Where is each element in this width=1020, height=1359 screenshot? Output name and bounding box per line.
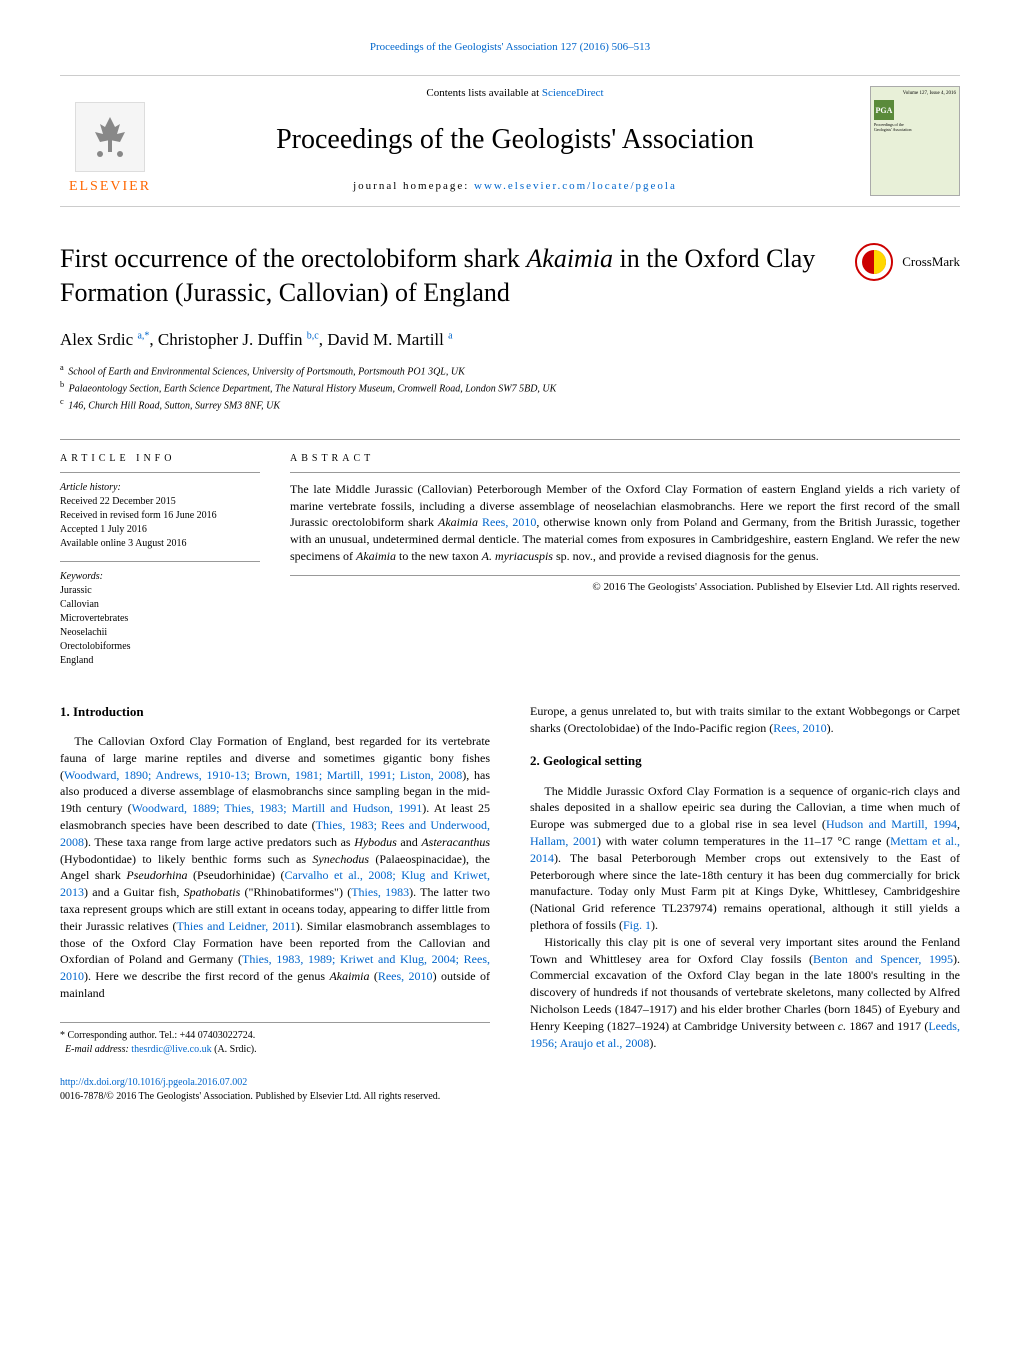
elsevier-tree-icon (75, 102, 145, 172)
issn-copyright: 0016-7878/© 2016 The Geologists' Associa… (60, 1091, 440, 1102)
elsevier-text: ELSEVIER (69, 177, 151, 197)
contents-prefix: Contents lists available at (426, 87, 541, 99)
abstract-label: ABSTRACT (290, 452, 960, 473)
affiliations: a School of Earth and Environmental Scie… (60, 362, 960, 414)
body-columns: 1. Introduction The Callovian Oxford Cla… (60, 703, 960, 1057)
article-info-label: ARTICLE INFO (60, 452, 260, 473)
article-title: First occurrence of the orectolobiform s… (60, 242, 834, 310)
title-row: First occurrence of the orectolobiform s… (60, 242, 960, 310)
history-revised: Received in revised form 16 June 2016 (60, 510, 217, 521)
keyword: England (60, 655, 93, 666)
homepage-prefix: journal homepage: (353, 180, 474, 192)
history-online: Available online 3 August 2016 (60, 538, 186, 549)
keyword: Microvertebrates (60, 613, 128, 624)
keyword: Orectolobiformes (60, 641, 131, 652)
keywords: Keywords: Jurassic Callovian Microverteb… (60, 570, 260, 668)
abstract-text: The late Middle Jurassic (Callovian) Pet… (290, 481, 960, 576)
info-abstract-row: ARTICLE INFO Article history: Received 2… (60, 439, 960, 668)
history-label: Article history: (60, 482, 121, 493)
crossmark-label: CrossMark (902, 253, 960, 271)
right-column: Europe, a genus unrelated to, but with t… (530, 703, 960, 1057)
sciencedirect-link[interactable]: ScienceDirect (542, 87, 604, 99)
section-heading-geology: 2. Geological setting (530, 752, 960, 770)
article-info: ARTICLE INFO Article history: Received 2… (60, 440, 260, 668)
abstract-copyright: © 2016 The Geologists' Association. Publ… (290, 580, 960, 595)
cover-title-2: Geologists' Association (874, 128, 956, 132)
homepage-link[interactable]: www.elsevier.com/locate/pgeola (474, 180, 677, 192)
geology-paragraph-2: Historically this clay pit is one of sev… (530, 934, 960, 1052)
corresponding-marker: * (60, 1030, 65, 1041)
journal-homepage: journal homepage: www.elsevier.com/locat… (180, 179, 850, 194)
intro-paragraph: The Callovian Oxford Clay Formation of E… (60, 733, 490, 1002)
cover-volume: Volume 127, Issue 4, 2016 (874, 90, 956, 97)
geology-paragraph-1: The Middle Jurassic Oxford Clay Formatio… (530, 783, 960, 934)
email-label: E-mail address: (65, 1044, 131, 1055)
top-citation: Proceedings of the Geologists' Associati… (60, 40, 960, 55)
article-history: Article history: Received 22 December 20… (60, 481, 260, 562)
crossmark-badge[interactable]: CrossMark (854, 242, 960, 282)
journal-header: ELSEVIER Contents lists available at Sci… (60, 75, 960, 207)
email-suffix: (A. Srdic). (212, 1044, 257, 1055)
corresponding-author: * Corresponding author. Tel.: +44 074030… (60, 1022, 490, 1057)
contents-line: Contents lists available at ScienceDirec… (180, 86, 850, 101)
left-column: 1. Introduction The Callovian Oxford Cla… (60, 703, 490, 1057)
intro-continuation: Europe, a genus unrelated to, but with t… (530, 703, 960, 737)
keyword: Neoselachii (60, 627, 107, 638)
corresponding-email[interactable]: thesrdic@live.co.uk (131, 1044, 211, 1055)
section-heading-intro: 1. Introduction (60, 703, 490, 721)
journal-cover-thumbnail[interactable]: Volume 127, Issue 4, 2016 PGA Proceeding… (870, 86, 960, 196)
footer-info: http://dx.doi.org/10.1016/j.pgeola.2016.… (60, 1072, 960, 1104)
keywords-label: Keywords: (60, 571, 103, 582)
journal-name: Proceedings of the Geologists' Associati… (180, 120, 850, 159)
elsevier-logo[interactable]: ELSEVIER (60, 86, 160, 196)
header-center: Contents lists available at ScienceDirec… (180, 86, 850, 194)
affiliation-a: a School of Earth and Environmental Scie… (60, 362, 960, 379)
authors: Alex Srdic a,*, Christopher J. Duffin b,… (60, 328, 960, 352)
cover-logo: PGA (874, 100, 894, 120)
keyword: Callovian (60, 599, 99, 610)
affiliation-b: b Palaeontology Section, Earth Science D… (60, 379, 960, 396)
history-accepted: Accepted 1 July 2016 (60, 524, 147, 535)
affiliation-c: c 146, Church Hill Road, Sutton, Surrey … (60, 396, 960, 413)
crossmark-icon (854, 242, 894, 282)
doi-link[interactable]: http://dx.doi.org/10.1016/j.pgeola.2016.… (60, 1077, 247, 1088)
keyword: Jurassic (60, 585, 92, 596)
abstract: ABSTRACT The late Middle Jurassic (Callo… (290, 440, 960, 668)
history-received: Received 22 December 2015 (60, 496, 176, 507)
corresponding-label: Corresponding author. Tel.: +44 07403022… (68, 1030, 256, 1041)
top-citation-link[interactable]: Proceedings of the Geologists' Associati… (370, 41, 650, 53)
